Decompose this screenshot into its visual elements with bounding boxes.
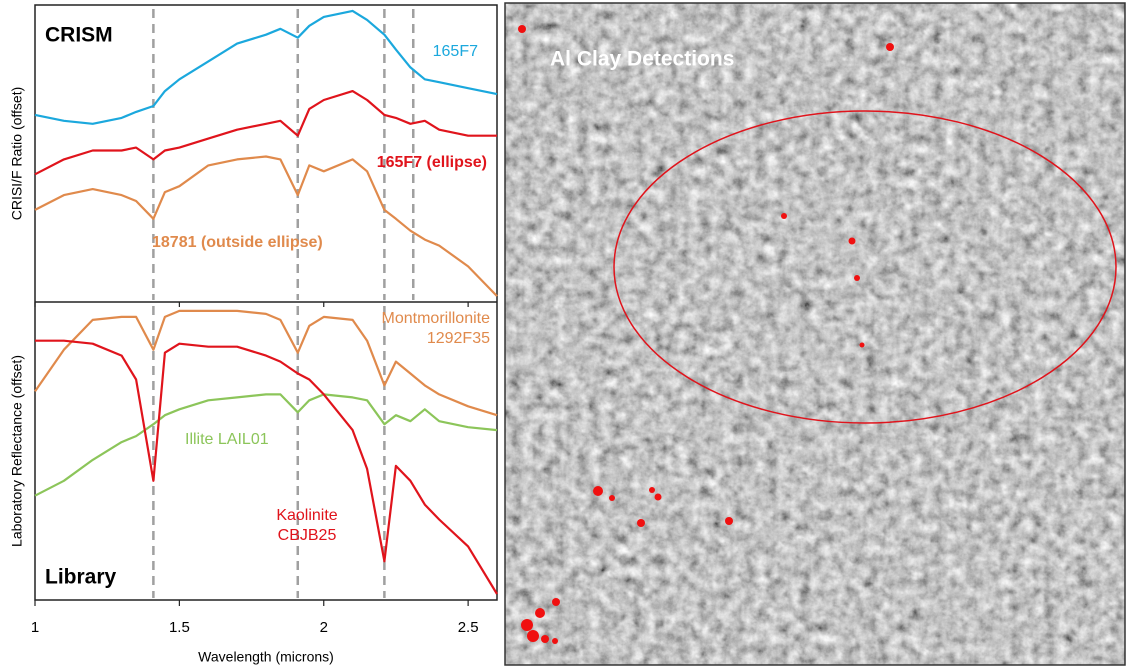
terrain-texture — [505, 3, 1125, 665]
detection — [552, 638, 558, 644]
series-line — [35, 341, 497, 594]
figure: Al Clay Detections CRISM CRISI/F Ratio (o… — [0, 0, 1128, 669]
detection — [527, 630, 539, 642]
image-panel: Al Clay Detections — [505, 3, 1125, 665]
detection — [655, 494, 662, 501]
detection — [593, 486, 603, 496]
chart: Al Clay Detections CRISM CRISI/F Ratio (o… — [0, 0, 1128, 669]
detection — [609, 495, 615, 501]
x-axis-label: Wavelength (microns) — [198, 649, 334, 665]
detection — [637, 519, 645, 527]
detection — [518, 25, 526, 33]
x-tick-label: 1.5 — [169, 619, 190, 636]
image-title: Al Clay Detections — [550, 48, 734, 71]
x-tick-label: 2.5 — [458, 619, 479, 636]
detection — [541, 635, 549, 643]
series-label: Montmorillonite 1292F35 — [330, 309, 490, 349]
detection — [521, 619, 533, 631]
detection — [535, 608, 545, 618]
series-label: Kaolinite CBJB25 — [262, 506, 352, 546]
series-label: Illite LAIL01 — [185, 430, 269, 450]
detection — [860, 343, 865, 348]
detection — [854, 275, 860, 281]
detection — [552, 598, 560, 606]
series-label: 18781 (outside ellipse) — [152, 233, 323, 253]
y-axis-label: CRISI/F Ratio (offset) — [9, 87, 25, 221]
detection — [649, 487, 655, 493]
detection — [725, 517, 733, 525]
y-axis-label: Laboratory Reflectance (offset) — [9, 355, 25, 547]
series-line — [35, 157, 497, 297]
x-tick-label: 2 — [320, 619, 328, 636]
series-label: 165F7 (ellipse) — [377, 153, 487, 173]
panel-title: Library — [45, 566, 117, 589]
detection — [781, 213, 787, 219]
detection — [849, 238, 856, 245]
series-label: 165F7 — [433, 42, 478, 62]
x-tick-label: 1 — [31, 619, 39, 636]
panel-title: CRISM — [45, 24, 113, 47]
detection — [886, 43, 894, 51]
